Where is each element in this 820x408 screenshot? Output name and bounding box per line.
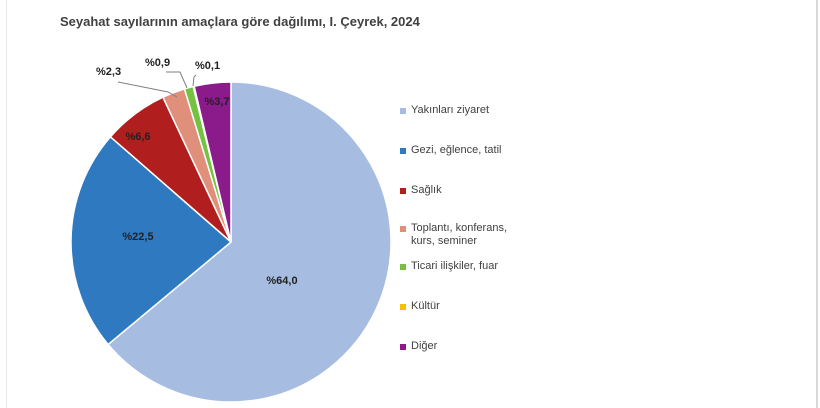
frame-left-border: [6, 0, 7, 408]
legend-item-1: Gezi, eğlence, tatil: [400, 144, 502, 157]
leader-lines: [117, 71, 197, 98]
legend-item-6: Diğer: [400, 340, 437, 353]
data-label-4: %0,9: [145, 57, 170, 69]
legend-label-4: Ticari ilişkiler, fuar: [411, 260, 498, 273]
legend-swatch-1: [400, 148, 406, 154]
pie-slice-0: [107, 81, 392, 403]
legend-swatch-4: [400, 264, 406, 270]
legend-item-3: Toplantı, konferans, kurs, seminer: [400, 222, 507, 248]
pie-slice-1: [70, 135, 233, 346]
legend-label-2: Sağlık: [411, 184, 442, 197]
legend-label-line: Ticari ilişkiler, fuar: [411, 260, 498, 272]
legend-item-4: Ticari ilişkiler, fuar: [400, 260, 498, 273]
legend-swatch-5: [400, 304, 406, 310]
legend-label-line: kurs, seminer: [411, 235, 478, 247]
chart-title: Seyahat sayılarının amaçlara göre dağılı…: [60, 14, 420, 29]
legend-item-5: Kültür: [400, 300, 440, 313]
leader-line-4: [166, 71, 188, 89]
legend-label-line: Sağlık: [411, 184, 442, 196]
data-label-2: %6,6: [125, 131, 150, 143]
pie-slice-6: [193, 81, 232, 243]
legend-swatch-6: [400, 344, 406, 350]
legend-label-3: Toplantı, konferans, kurs, seminer: [411, 222, 507, 248]
legend-item-2: Sağlık: [400, 184, 442, 197]
legend-item-0: Yakınları ziyaret: [400, 104, 489, 117]
legend-label-1: Gezi, eğlence, tatil: [411, 144, 502, 157]
legend-swatch-0: [400, 108, 406, 114]
legend-label-line: Gezi, eğlence, tatil: [411, 144, 502, 156]
legend-label-line: Kültür: [411, 300, 440, 312]
data-label-0: %64,0: [266, 275, 297, 287]
legend-swatch-2: [400, 188, 406, 194]
data-label-1: %22,5: [122, 231, 153, 243]
data-label-5: %0,1: [195, 60, 220, 72]
legend-label-line: Toplantı, konferans,: [411, 222, 508, 234]
leader-line-3: [117, 81, 178, 98]
pie-slices: [70, 81, 392, 403]
legend-label-0: Yakınları ziyaret: [411, 104, 489, 117]
data-label-3: %2,3: [96, 66, 121, 78]
data-labels: %64,0 %22,5 %6,6 %2,3 %0,9 %0,1 %3,7: [96, 57, 298, 287]
data-label-6: %3,7: [204, 96, 229, 108]
legend-label-line: Diğer: [411, 340, 438, 352]
legend-label-5: Kültür: [411, 300, 440, 313]
legend-label-6: Diğer: [411, 340, 437, 353]
legend-label-line: Yakınları ziyaret: [411, 104, 490, 116]
leader-line-5: [192, 74, 197, 87]
legend-swatch-3: [400, 226, 406, 232]
